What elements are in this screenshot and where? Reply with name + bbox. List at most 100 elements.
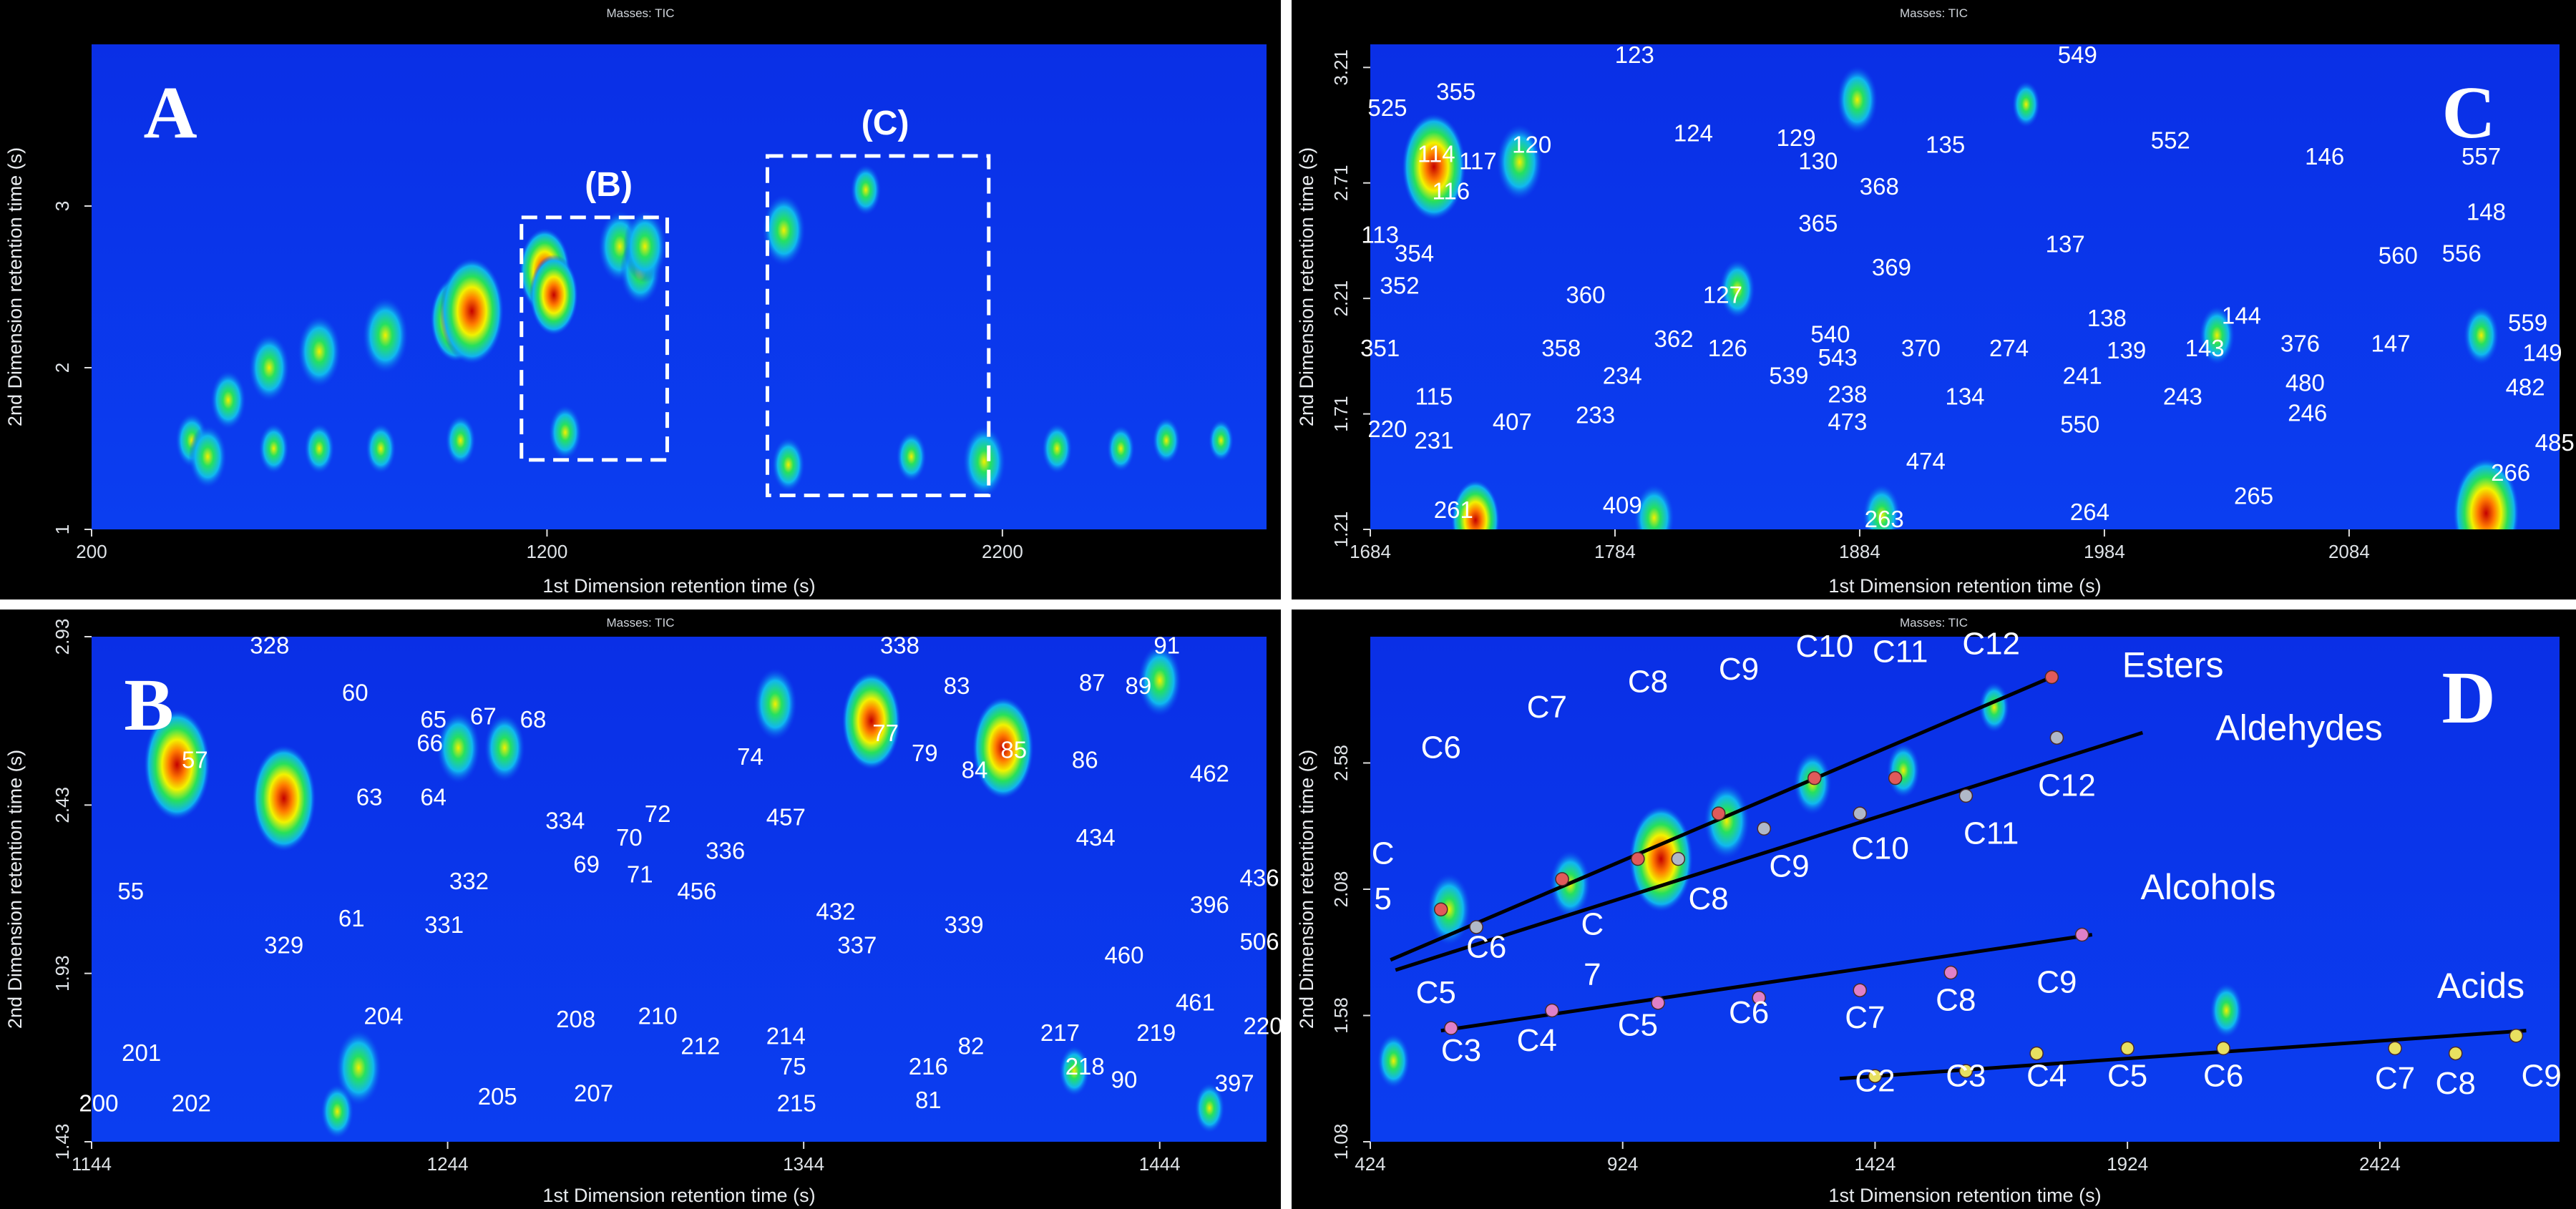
- compound-point-acids: [2029, 1046, 2044, 1061]
- peak-label: 482: [2506, 374, 2545, 401]
- peak-label: 456: [677, 878, 716, 904]
- carbon-number-label: C4: [2026, 1058, 2067, 1093]
- carbon-number-label: C9: [2521, 1058, 2561, 1093]
- peak-label: 370: [1901, 335, 1941, 361]
- peak-label: 369: [1872, 254, 1911, 280]
- y-tick-label: 3.21: [1330, 49, 1352, 86]
- panel-letter: B: [124, 664, 173, 746]
- peak-label: 355: [1436, 78, 1475, 104]
- peak-label: 261: [1434, 496, 1473, 523]
- peak-label: 560: [2379, 243, 2418, 269]
- chromatogram-peak: [753, 667, 797, 740]
- peak-label: 70: [616, 824, 643, 851]
- peak-label: 113: [1361, 222, 1399, 248]
- peak-label: 460: [1104, 942, 1143, 969]
- masses-label: Masses: TIC: [1900, 6, 1968, 20]
- peak-label: 360: [1566, 282, 1605, 308]
- peak-label: 231: [1414, 427, 1453, 454]
- masses-label: Masses: TIC: [606, 616, 674, 630]
- chromatogram-peak: [362, 297, 409, 374]
- heatmap-c: Masses: TIC 1684 1784 1884 1984 2084 1.21 1.71 2…: [1296, 6, 2575, 597]
- chromatogram-peak: [2011, 81, 2040, 128]
- chromatogram-peak: [2210, 982, 2243, 1038]
- peak-label: 506: [1240, 929, 1279, 955]
- peak-label: 148: [2467, 198, 2506, 225]
- x-axis-title: 1st Dimension retention time (s): [542, 575, 815, 597]
- peak-label: 376: [2280, 330, 2320, 356]
- peak-label: 138: [2087, 305, 2127, 331]
- chromatogram-peak: [762, 194, 806, 267]
- peak-label: 337: [837, 931, 877, 958]
- peak-label: 86: [1072, 747, 1098, 773]
- peak-label: 85: [1000, 736, 1027, 763]
- x-tick-label: 1924: [2107, 1153, 2148, 1175]
- peak-label: 552: [2151, 127, 2190, 153]
- peak-label: 339: [945, 911, 984, 938]
- carbon-number-label: C: [1581, 907, 1604, 942]
- chromatogram-peak: [1837, 65, 1878, 134]
- carbon-number-label: C6: [1729, 995, 1769, 1030]
- spot-layer: [1402, 65, 2519, 529]
- y-tick-label: 1.58: [1330, 997, 1352, 1034]
- compound-class-label: Aldehydes: [2215, 708, 2383, 748]
- compound-point-acids: [1958, 1064, 1974, 1078]
- compound-point-acids: [2388, 1041, 2402, 1056]
- carbon-number-label: C12: [2038, 768, 2096, 803]
- peak-label: 60: [342, 679, 369, 705]
- chromatogram-peak: [1719, 259, 1755, 319]
- peak-label: 539: [1769, 363, 1808, 389]
- compound-point-esters: [1555, 872, 1569, 886]
- compound-point-esters: [1631, 851, 1645, 866]
- chromatogram-peak: [896, 431, 927, 482]
- chromatogram-peak: [248, 333, 290, 402]
- peak-label: 238: [1828, 381, 1867, 407]
- compound-point-alcohols: [1651, 996, 1665, 1010]
- peak-label: 79: [912, 740, 938, 766]
- chromatogram-peak: [336, 1029, 382, 1106]
- peak-label: 64: [420, 783, 447, 810]
- peak-label: 137: [2046, 231, 2085, 258]
- peak-label: 220: [1243, 1012, 1281, 1039]
- chromatogram-peak: [1451, 479, 1500, 529]
- y-tick-label: 2: [52, 363, 73, 373]
- peak-label: 461: [1176, 989, 1215, 1015]
- spot-layer: [143, 644, 1225, 1140]
- peak-label: 90: [1111, 1067, 1138, 1093]
- carbon-number-label: C2: [1855, 1063, 1895, 1098]
- chromatogram-peak: [530, 254, 578, 336]
- chromatogram-peak: [972, 696, 1034, 799]
- masses-label: Masses: TIC: [606, 6, 674, 20]
- peak-label: 266: [2491, 459, 2530, 486]
- x-tick-label: 1344: [783, 1153, 824, 1175]
- chromatogram-peak: [251, 745, 316, 852]
- peak-label: 217: [1040, 1019, 1080, 1046]
- carbon-number-label: C7: [1527, 690, 1567, 725]
- chromatogram-peak: [1041, 423, 1073, 474]
- chromatogram-peak: [2452, 457, 2519, 529]
- peak-label: 205: [478, 1083, 517, 1110]
- x-tick-label: 1200: [527, 541, 568, 562]
- peak-label: 126: [1708, 335, 1747, 361]
- trend-line-aldehydes: [1395, 730, 2144, 972]
- carbon-number-label: C6: [2203, 1058, 2243, 1093]
- peak-label: 72: [645, 801, 671, 827]
- peak-label: 334: [545, 807, 585, 833]
- peak-label: 144: [2222, 303, 2261, 329]
- carbon-number-label: C12: [1962, 627, 2020, 662]
- peak-label: 336: [706, 838, 745, 864]
- peak-label: 462: [1190, 760, 1229, 786]
- panel-c: Masses: TIC 1684 1784 1884 1984 2084 1.21 1.71 2…: [1292, 0, 2576, 599]
- peak-label: 69: [573, 851, 600, 877]
- compound-point-acids: [2448, 1046, 2463, 1061]
- chromatogram-peak: [445, 415, 476, 466]
- peak-label: 549: [2058, 41, 2097, 68]
- peak-label: 91: [1153, 632, 1180, 659]
- peak-label: 354: [1395, 240, 1434, 266]
- peak-label: 351: [1360, 335, 1400, 361]
- x-tick-label: 924: [1607, 1153, 1638, 1175]
- spot-layer: [175, 164, 1234, 498]
- peak-label: 397: [1215, 1070, 1254, 1096]
- y-tick-label: 2.71: [1330, 165, 1352, 201]
- compound-point-aldehydes: [1853, 806, 1868, 821]
- compound-class-label: Esters: [2122, 645, 2224, 685]
